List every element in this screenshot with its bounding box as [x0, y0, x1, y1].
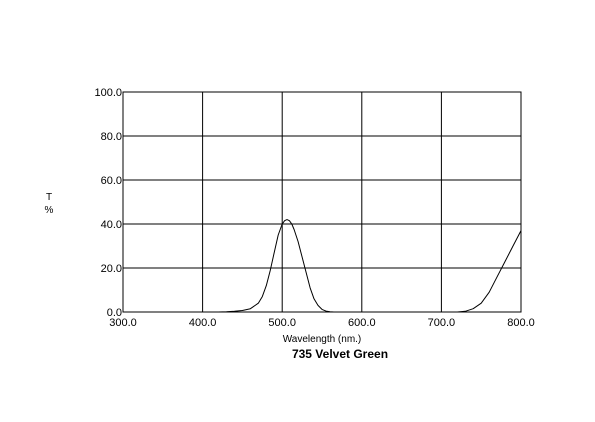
x-tick-label: 500.0	[268, 317, 296, 329]
y-tick-label: 40.0	[101, 219, 122, 231]
y-tick-labels: 0.0 20.0 40.0 60.0 80.0 100.0	[94, 87, 122, 319]
chart-title: 735 Velvet Green	[292, 347, 388, 361]
plot-area-border	[122, 91, 522, 313]
transmission-curve	[212, 219, 522, 313]
y-tick-label: 20.0	[101, 263, 122, 275]
y-tick-label: 80.0	[101, 131, 122, 143]
y-tick-label: 60.0	[101, 175, 122, 187]
series-lines	[212, 219, 522, 313]
x-tick-label: 800.0	[507, 317, 535, 329]
y-axis-label-top: T	[46, 192, 52, 203]
y-axis-label-bottom: %	[45, 205, 54, 216]
x-tick-label: 700.0	[428, 317, 456, 329]
x-axis-label: Wavelength (nm.)	[283, 334, 362, 345]
grid-lines	[122, 91, 522, 313]
y-tick-label: 0.0	[107, 307, 122, 319]
y-tick-label: 100.0	[94, 87, 122, 99]
x-tick-label: 300.0	[109, 317, 137, 329]
x-tick-label: 600.0	[348, 317, 376, 329]
x-tick-label: 400.0	[189, 317, 217, 329]
x-tick-labels: 300.0 400.0 500.0 600.0 700.0 800.0	[109, 317, 535, 329]
